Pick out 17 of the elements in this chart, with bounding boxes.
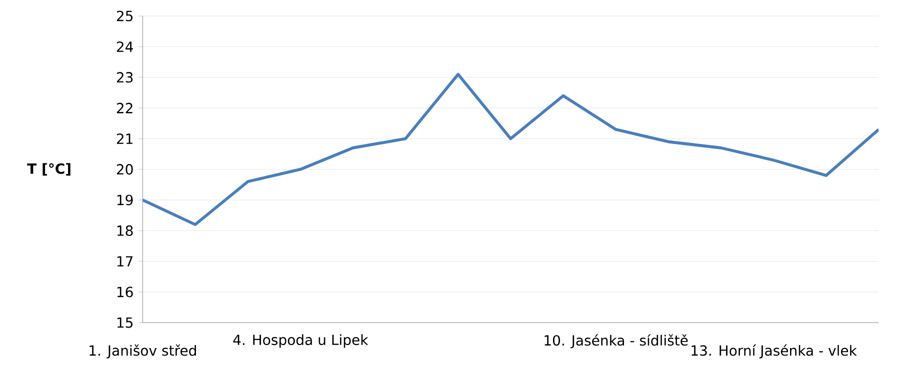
- y-tick-label: 23: [116, 72, 133, 83]
- x-tick-label: 10. Jasénka - sídliště: [544, 334, 688, 348]
- y-tick-label: 22: [116, 102, 132, 114]
- y-tick-label: 20: [116, 164, 133, 175]
- y-tick-label: 16: [117, 286, 133, 298]
- y-axis-title: T [°C]: [27, 163, 70, 176]
- y-tick-label: 17: [117, 256, 133, 266]
- y-tick-label: 21: [116, 133, 132, 144]
- y-tick-label: 15: [117, 317, 132, 328]
- y-tick-label: 25: [116, 10, 132, 22]
- y-tick-label: 19: [117, 194, 133, 206]
- y-tick-label: 18: [117, 225, 133, 236]
- x-tick-label: 4. Hospoda u Lipek: [233, 334, 368, 348]
- x-tick-label: 1. Janišov střed: [90, 344, 196, 358]
- y-tick-label: 24: [116, 41, 133, 52]
- x-tick-label: 13. Horní Jasénka - vlek: [692, 344, 857, 358]
- line-series: [142, 72, 879, 226]
